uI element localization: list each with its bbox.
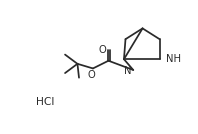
- Text: O: O: [98, 45, 106, 55]
- Text: N: N: [124, 66, 132, 76]
- Text: O: O: [88, 70, 95, 80]
- Text: NH: NH: [166, 54, 181, 64]
- Text: HCl: HCl: [36, 97, 54, 107]
